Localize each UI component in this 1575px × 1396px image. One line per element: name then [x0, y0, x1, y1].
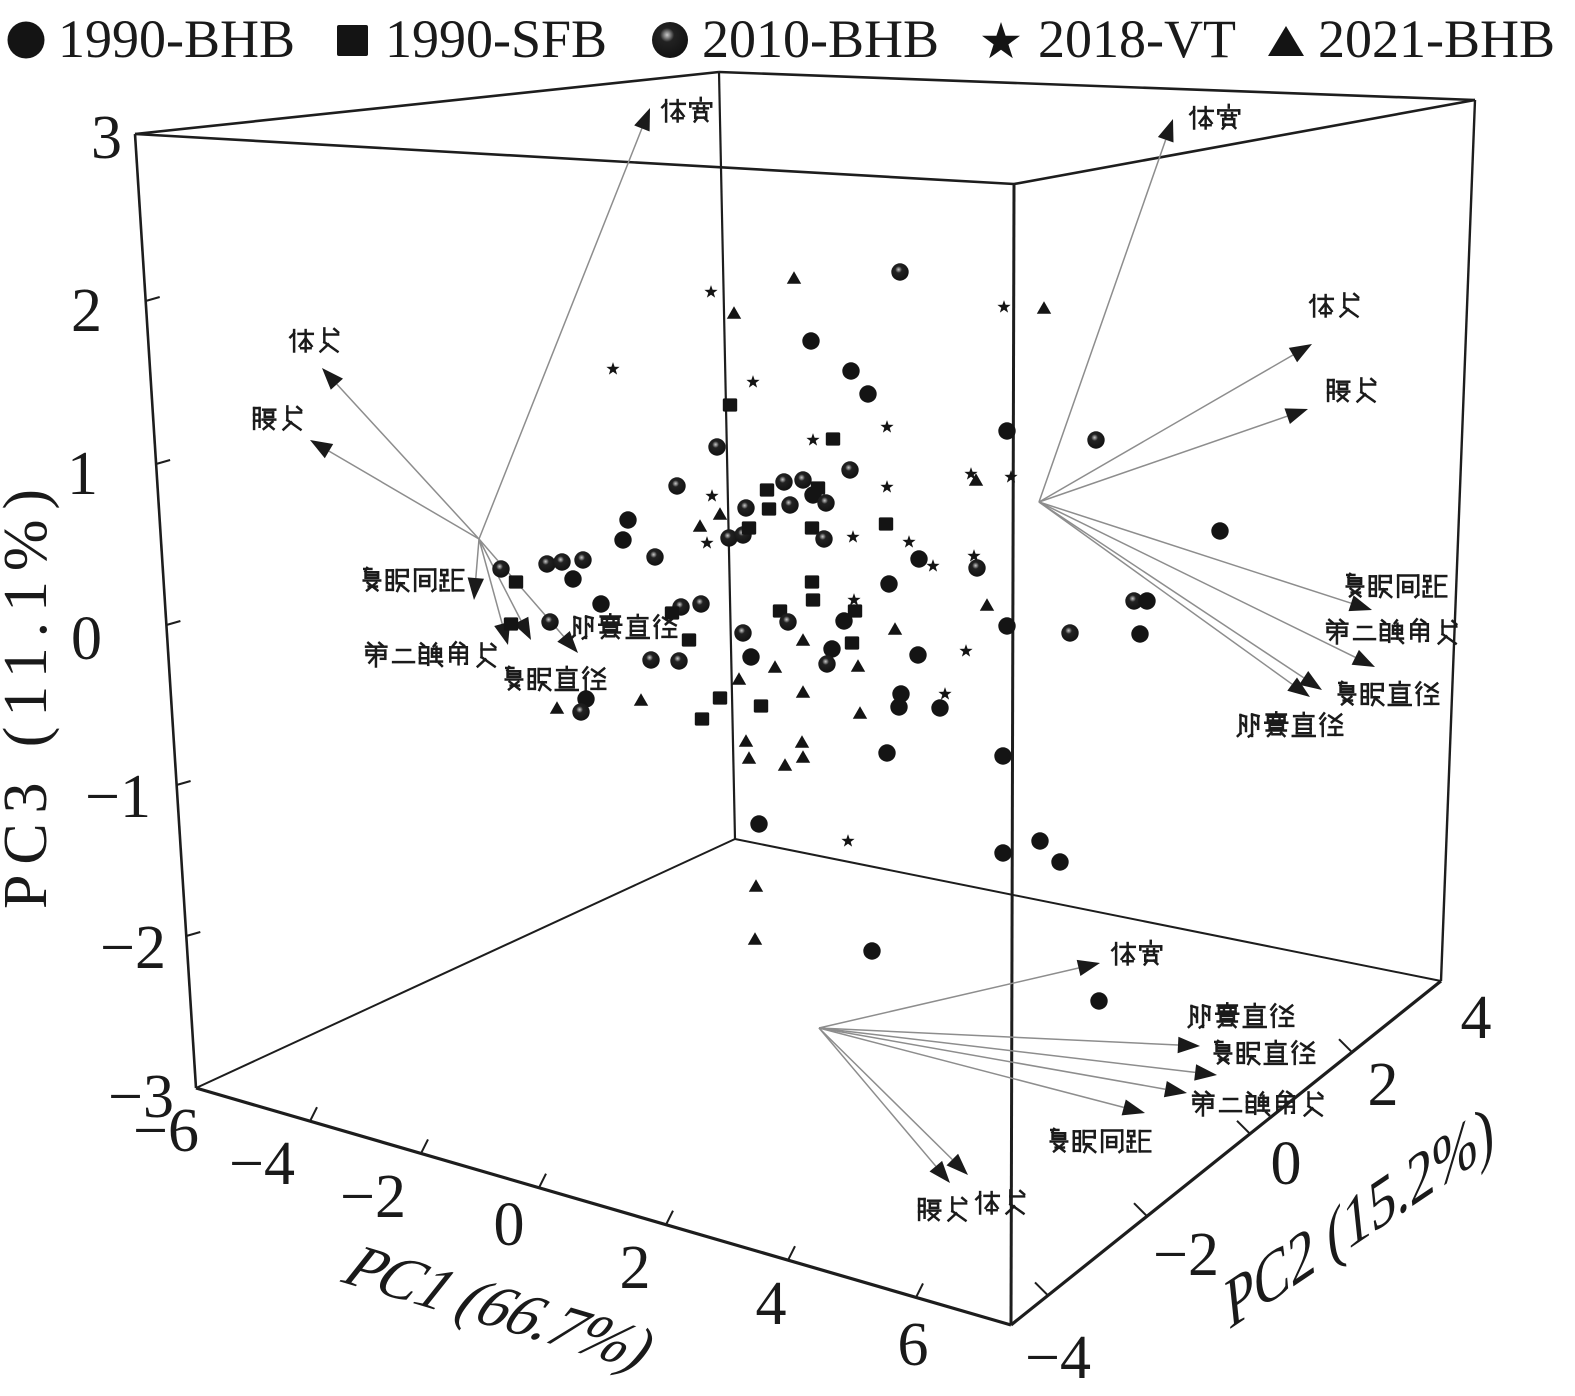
svg-text:4: 4 — [1461, 984, 1492, 1052]
svg-text:0: 0 — [494, 1191, 525, 1259]
svg-text:−3: −3 — [108, 1063, 174, 1131]
svg-text:2018-VT: 2018-VT — [1038, 9, 1236, 69]
svg-text:1: 1 — [67, 440, 98, 508]
svg-text:2: 2 — [71, 277, 102, 345]
svg-text:−4: −4 — [1025, 1324, 1091, 1392]
svg-text:−6: −6 — [133, 1097, 199, 1165]
svg-text:PC3 (11.1%): PC3 (11.1%) — [0, 489, 60, 909]
svg-text:4: 4 — [756, 1270, 787, 1338]
svg-text:1990-BHB: 1990-BHB — [58, 9, 295, 69]
svg-text:2: 2 — [1368, 1051, 1399, 1119]
svg-text:−2: −2 — [340, 1163, 406, 1231]
svg-text:0: 0 — [71, 605, 102, 673]
svg-text:2021-BHB: 2021-BHB — [1318, 9, 1555, 69]
svg-text:2010-BHB: 2010-BHB — [702, 9, 939, 69]
svg-text:1990-SFB: 1990-SFB — [385, 9, 607, 69]
svg-text:3: 3 — [91, 104, 122, 172]
svg-text:0: 0 — [1271, 1130, 1302, 1198]
svg-text:−2: −2 — [1153, 1221, 1219, 1289]
svg-text:2: 2 — [620, 1234, 651, 1302]
svg-text:6: 6 — [898, 1311, 929, 1379]
svg-text:−2: −2 — [100, 914, 166, 982]
svg-text:−1: −1 — [85, 763, 151, 831]
svg-text:−4: −4 — [229, 1130, 295, 1198]
